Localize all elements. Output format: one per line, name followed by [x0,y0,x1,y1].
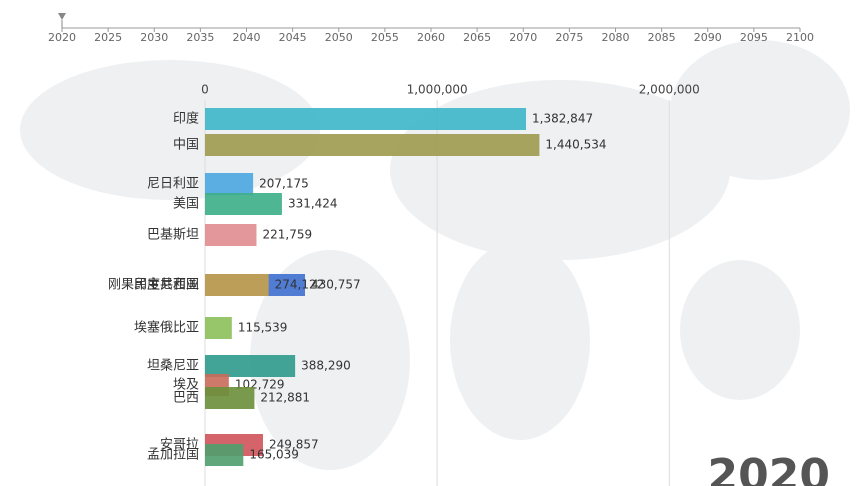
value-label: 1,440,534 [545,138,606,152]
bar [205,193,282,215]
value-label: 249,857 [269,438,319,452]
x-tick-label: 1,000,000 [407,83,468,97]
timeline-tick-label: 2025 [94,31,122,44]
timeline-tick-label: 2070 [509,31,537,44]
bar [205,317,232,339]
category-label: 中国 [173,138,199,153]
timeline-tick-label: 2030 [140,31,168,44]
timeline-tick-label: 2050 [325,31,353,44]
category-label: 孟加拉国 [147,448,199,463]
value-label: 115,539 [238,321,288,335]
category-label: 巴基斯坦 [147,228,199,243]
value-label: 221,759 [262,228,312,242]
category-label: 埃及 [173,378,199,393]
bar [205,355,296,377]
category-label: 印度 [173,111,199,127]
timeline-tick-label: 2100 [786,31,814,44]
value-label: 207,175 [259,177,309,191]
category-label: 坦桑尼亚 [147,359,199,374]
timeline-tick-label: 2075 [555,31,583,44]
x-tick-label: 0 [201,83,209,97]
timeline-tick-label: 2085 [648,31,676,44]
timeline-tick-label: 2090 [694,31,722,44]
category-label: 巴西 [173,391,199,406]
value-label: 165,039 [249,448,299,462]
timeline-tick-label: 2020 [48,31,76,44]
x-tick-label: 2,000,000 [639,83,700,97]
timeline-tick-label: 2060 [417,31,445,44]
timeline-tick-label: 2045 [279,31,307,44]
value-label: 430,757 [311,278,361,292]
year-label: 2020 [708,450,830,486]
category-label: 安哥拉 [160,438,199,453]
value-label: 212,881 [260,391,310,405]
category-label: 埃塞俄比亚 [134,320,199,336]
value-label: 1,382,847 [532,112,593,126]
category-label: 尼日利亚 [147,177,199,192]
bar [205,173,254,195]
timeline-tick-label: 2035 [186,31,214,44]
bar [205,134,540,156]
bar [205,224,257,246]
timeline-tick-label: 2095 [740,31,768,44]
map-background [20,40,850,470]
bar [205,274,269,296]
category-label: 刚果民主共和国 [108,278,199,293]
timeline-tick-label: 2065 [463,31,491,44]
bar [205,387,255,409]
timeline: 2020 2025 2030 2035 2040 2045 2050 2055 2060 2065… [48,13,814,44]
timeline-tick-label: 2080 [602,31,630,44]
timeline-marker [58,13,66,20]
category-label: 印度尼西亚 [134,277,199,293]
bar [205,444,244,466]
timeline-tick-label: 2055 [371,31,399,44]
value-label: 388,290 [301,359,351,373]
category-label: 美国 [173,197,199,212]
timeline-tick-label: 2040 [233,31,261,44]
bar [205,108,527,130]
value-label: 274,122 [275,278,325,292]
value-label: 331,424 [288,197,338,211]
